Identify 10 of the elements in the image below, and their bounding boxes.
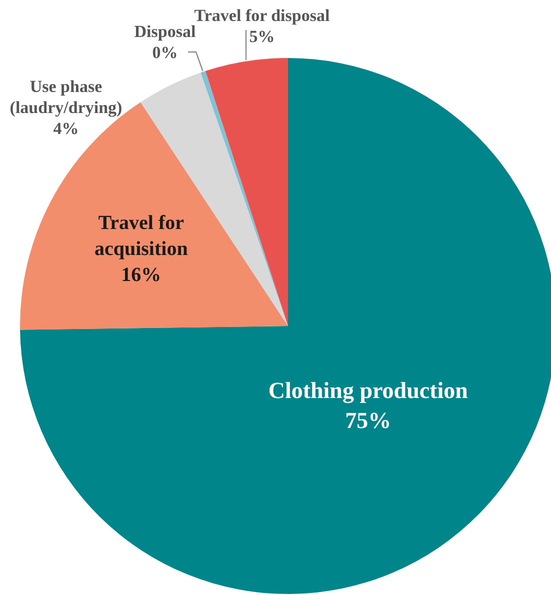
slice-label: Use phase (laudry/drying) [10, 77, 122, 117]
slice-label: Travel for disposal [194, 6, 330, 25]
data-label: 4% [53, 119, 79, 138]
data-label: 5% [249, 27, 275, 46]
data-label: 0% [152, 43, 178, 62]
data-label: 75% [345, 408, 392, 434]
slice-label: Clothing production [268, 378, 468, 404]
slice-label: Disposal [134, 22, 196, 41]
slice-label: Travel for acquisition [94, 212, 188, 260]
data-label: 16% [121, 264, 162, 286]
